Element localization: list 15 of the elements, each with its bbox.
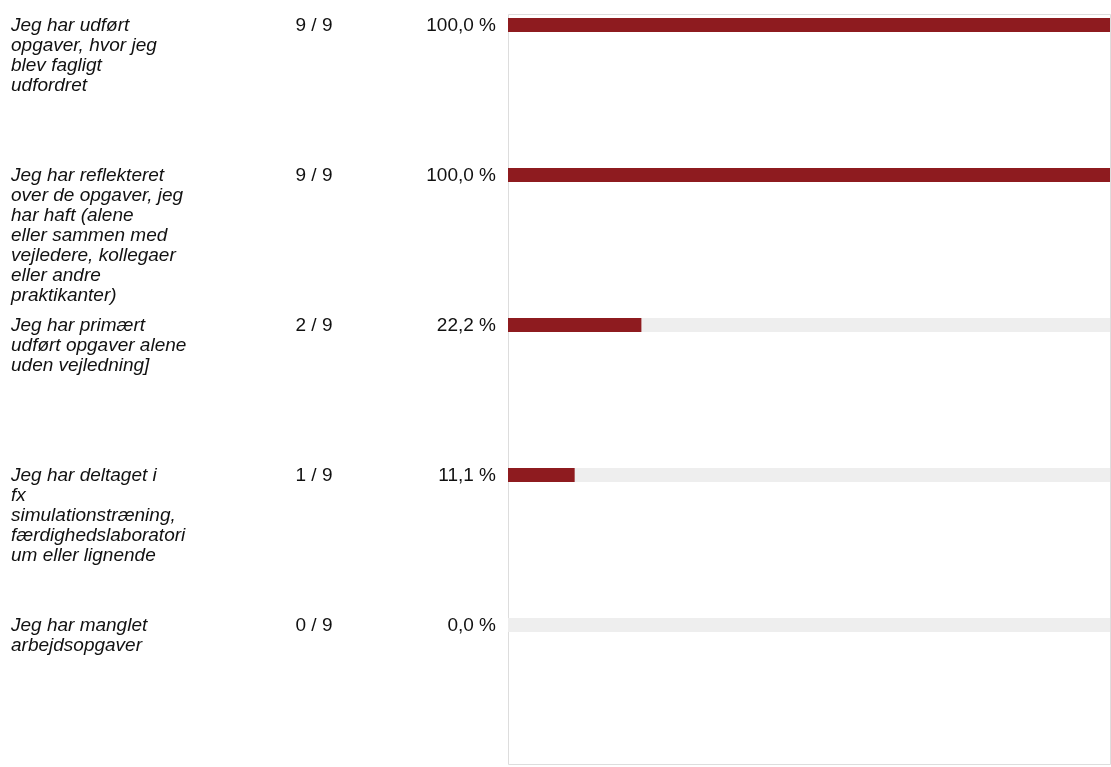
y-tick-label: Jeg har manglet arbejdsopgaver xyxy=(10,614,148,655)
y-tick-label: Jeg har primært udført opgaver alene uden vejledning] xyxy=(10,314,187,375)
data-label: 22,2 % xyxy=(436,314,497,335)
data-label: 100,0 % xyxy=(426,14,497,35)
text: 0 / 9 xyxy=(295,614,333,635)
y-tick-label: Jeg har deltaget i fx simulationstræning, færdighedslaboratorium eller lignende xyxy=(10,464,187,565)
text: 9 / 9 xyxy=(295,164,333,185)
y-tick-label: Jeg har reflekteret over de opgaver, jeg har haft (alene eller sammen med vejledere, kollegaer eller andre praktikanter) xyxy=(10,164,184,305)
data-label: 11,1 % xyxy=(438,464,497,485)
data-label: 100,0 % xyxy=(426,164,497,185)
text: 9 / 9 xyxy=(295,14,333,35)
text: 1 / 9 xyxy=(295,464,333,485)
data-label: 0,0 % xyxy=(447,614,497,635)
y-tick-label: Jeg har udført opgaver, hvor jeg blev fagligt udfordret xyxy=(10,14,158,95)
text: 2 / 9 xyxy=(295,314,333,335)
